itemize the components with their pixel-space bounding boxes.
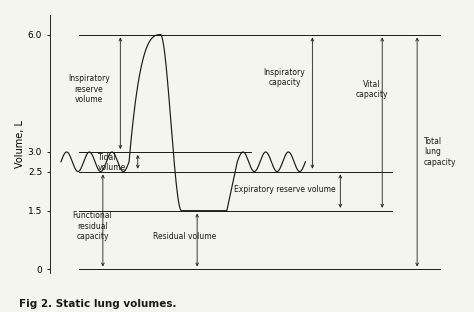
- Text: Inspiratory
capacity: Inspiratory capacity: [264, 68, 305, 87]
- Text: Vital
capacity: Vital capacity: [356, 80, 388, 99]
- Text: Expiratory reserve volume: Expiratory reserve volume: [234, 185, 335, 194]
- Text: Total
lung
capacity: Total lung capacity: [424, 137, 456, 167]
- Text: Residual volume: Residual volume: [153, 232, 217, 241]
- Text: Inspiratory
reserve
volume: Inspiratory reserve volume: [68, 75, 110, 104]
- Y-axis label: Volume, L: Volume, L: [15, 120, 25, 168]
- Text: Fig 2. Static lung volumes.: Fig 2. Static lung volumes.: [19, 299, 176, 309]
- Text: Tidal
volume: Tidal volume: [98, 153, 126, 172]
- Text: Functional
residual
capacity: Functional residual capacity: [73, 212, 112, 241]
